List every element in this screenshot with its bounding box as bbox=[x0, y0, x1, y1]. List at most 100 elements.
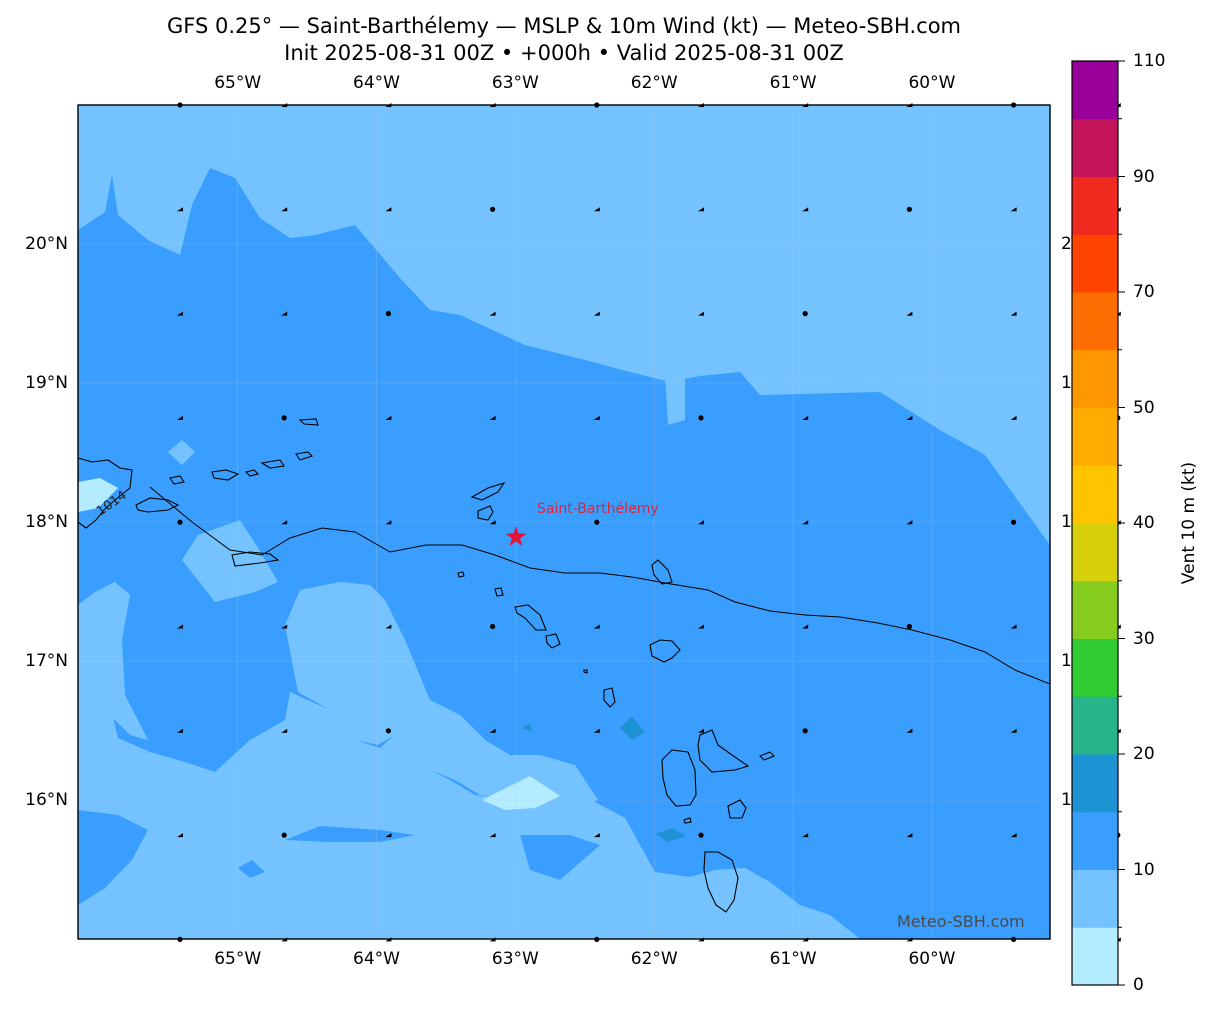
wind-barb bbox=[906, 415, 913, 420]
lon-tick-label: 61°W bbox=[769, 73, 817, 93]
colorbar-label: Vent 10 m (kt) bbox=[1179, 461, 1199, 585]
lon-tick-label: 60°W bbox=[908, 949, 956, 969]
wind-field-medium bbox=[238, 860, 265, 878]
wind-barb bbox=[385, 415, 392, 420]
wind-barb bbox=[906, 623, 913, 630]
wind-barb bbox=[1114, 624, 1121, 629]
wind-field-light-pocket bbox=[168, 440, 195, 465]
wind-barb bbox=[593, 415, 600, 420]
island-st-croix bbox=[231, 551, 280, 567]
wind-barb bbox=[1010, 833, 1017, 838]
wind-barb bbox=[1010, 624, 1017, 629]
wind-barb bbox=[281, 624, 288, 629]
island-les-saintes bbox=[683, 817, 692, 824]
island-dominica bbox=[703, 851, 739, 913]
island-la-desirade bbox=[759, 751, 775, 761]
lon-tick-label: 64°W bbox=[353, 949, 401, 969]
island-guadeloupe-basse-terre bbox=[661, 749, 697, 807]
wind-barb bbox=[802, 624, 809, 629]
island-hispaniola-east bbox=[78, 457, 133, 529]
wind-barb bbox=[1010, 728, 1017, 733]
island-tortola bbox=[295, 451, 314, 461]
place-label: Saint-Barthélemy bbox=[537, 501, 659, 517]
island-redonda bbox=[603, 687, 616, 708]
wind-barb bbox=[698, 311, 704, 316]
wind-barb bbox=[177, 519, 183, 525]
wind-field-medium bbox=[78, 168, 1050, 939]
island-marie-galante bbox=[727, 799, 747, 819]
wind-barb bbox=[281, 415, 287, 421]
wind-field-light-pocket bbox=[665, 375, 685, 425]
wind-barb bbox=[593, 728, 600, 733]
colorbar-tick-label: 10 bbox=[1133, 859, 1155, 880]
island-mona bbox=[169, 475, 185, 485]
wind-barb bbox=[281, 207, 288, 212]
wind-field-light-pocket bbox=[285, 582, 598, 808]
wind-barb bbox=[385, 207, 392, 212]
wind-barb bbox=[802, 520, 809, 525]
lat-tick-label-clipped: 1 bbox=[1061, 651, 1072, 671]
wind-field-strong bbox=[620, 716, 645, 740]
wind-barb bbox=[385, 311, 391, 317]
lon-tick-label: 62°W bbox=[630, 73, 678, 93]
wind-barb bbox=[281, 728, 288, 733]
island-puerto-rico-part bbox=[135, 497, 180, 513]
wind-barb bbox=[802, 415, 809, 420]
island-st-martin bbox=[477, 505, 494, 521]
lat-tick-label: 20°N bbox=[25, 234, 68, 254]
wind-barb bbox=[698, 415, 704, 421]
wind-barb bbox=[802, 728, 808, 734]
wind-field-medium bbox=[78, 810, 148, 905]
island-anegada bbox=[298, 418, 319, 426]
wind-field-light-pocket bbox=[78, 582, 148, 740]
coastlines bbox=[78, 418, 775, 913]
wind-barb bbox=[906, 311, 913, 316]
wind-barb bbox=[802, 311, 808, 317]
colorbar-tick-label: 0 bbox=[1133, 975, 1144, 995]
wind-barb bbox=[1011, 519, 1017, 525]
wind-field-strong bbox=[522, 724, 532, 732]
wind-barb bbox=[698, 207, 704, 212]
wind-barb bbox=[177, 728, 183, 733]
wind-barb bbox=[490, 206, 496, 212]
wind-barb bbox=[906, 206, 913, 212]
wind-barb bbox=[1114, 311, 1121, 316]
gridlines bbox=[78, 105, 1050, 939]
wind-barb bbox=[177, 624, 183, 629]
lon-tick-label: 65°W bbox=[214, 949, 262, 969]
lat-tick-label: 17°N bbox=[25, 651, 68, 671]
wind-barb bbox=[281, 832, 287, 838]
wind-barb bbox=[489, 833, 496, 838]
lon-tick-label: 63°W bbox=[491, 949, 539, 969]
wind-barb bbox=[593, 833, 600, 838]
colorbar-tick-label: 40 bbox=[1133, 513, 1155, 533]
island-barbuda bbox=[651, 559, 673, 585]
lat-tick-label: 19°N bbox=[25, 373, 68, 393]
colorbar-tick-label: 50 bbox=[1133, 397, 1155, 418]
lon-tick-label: 63°W bbox=[491, 73, 539, 93]
chart-subtitle: Init 2025-08-31 00Z • +000h • Valid 2025… bbox=[284, 41, 844, 65]
chart-title: GFS 0.25° — Saint-Barthélemy — MSLP & 10… bbox=[166, 14, 962, 38]
wind-barb bbox=[490, 623, 496, 630]
wind-field-medium bbox=[520, 835, 600, 880]
wind-field-calm bbox=[482, 776, 560, 810]
island-vieques bbox=[211, 469, 240, 481]
wind-field-medium bbox=[285, 826, 415, 842]
wind-barb bbox=[593, 624, 600, 629]
wind-field-calm bbox=[78, 478, 118, 512]
island-st-kitts-nevis bbox=[514, 604, 547, 631]
wind-barb bbox=[1115, 832, 1121, 838]
wind-barb bbox=[385, 520, 392, 525]
wind-barb bbox=[177, 833, 183, 838]
wind-barb bbox=[698, 728, 704, 733]
lon-tick-label: 60°W bbox=[908, 73, 956, 93]
wind-barb bbox=[698, 832, 704, 838]
wind-barb bbox=[385, 624, 392, 629]
wind-barb bbox=[1010, 207, 1017, 212]
colorbar-tick-label: 90 bbox=[1133, 166, 1155, 187]
wind-barb bbox=[1010, 415, 1017, 420]
lat-tick-label: 18°N bbox=[25, 512, 68, 532]
lat-tick-label-clipped: 1 bbox=[1061, 512, 1072, 532]
lat-tick-label-clipped: 1 bbox=[1061, 790, 1072, 810]
